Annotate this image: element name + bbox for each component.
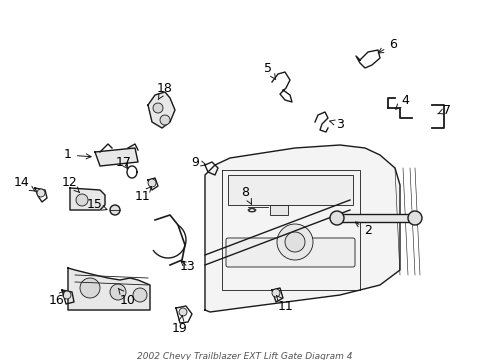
Text: 18: 18	[157, 81, 173, 100]
Text: 2002 Chevy Trailblazer EXT Lift Gate Diagram 4: 2002 Chevy Trailblazer EXT Lift Gate Dia…	[137, 352, 351, 360]
Bar	[334, 214, 416, 222]
Circle shape	[329, 211, 343, 225]
Circle shape	[133, 288, 147, 302]
Circle shape	[160, 115, 170, 125]
Text: 16: 16	[49, 291, 65, 306]
Text: 9: 9	[191, 156, 205, 168]
Polygon shape	[148, 92, 175, 128]
Circle shape	[285, 232, 305, 252]
Text: 8: 8	[241, 185, 251, 204]
Polygon shape	[68, 268, 150, 310]
Text: 12: 12	[62, 176, 79, 193]
Text: 7: 7	[437, 104, 450, 117]
Text: 1: 1	[64, 148, 91, 162]
Circle shape	[407, 211, 421, 225]
Circle shape	[37, 189, 45, 197]
Text: 14: 14	[14, 176, 35, 191]
Circle shape	[110, 284, 126, 300]
Circle shape	[63, 291, 71, 299]
Polygon shape	[95, 148, 138, 166]
Text: 11: 11	[135, 186, 151, 202]
Text: 13: 13	[180, 261, 196, 274]
Bar	[227, 175, 352, 205]
Circle shape	[153, 103, 163, 113]
Circle shape	[148, 179, 156, 187]
Circle shape	[76, 194, 88, 206]
Circle shape	[271, 289, 280, 297]
Text: 6: 6	[378, 37, 396, 53]
Bar	[269, 205, 287, 215]
Text: 10: 10	[118, 288, 136, 306]
Text: 5: 5	[264, 62, 275, 80]
Text: 19: 19	[172, 316, 187, 334]
Text: 17: 17	[116, 157, 132, 170]
Text: 2: 2	[355, 222, 371, 237]
Text: 11: 11	[276, 296, 293, 314]
Polygon shape	[204, 145, 399, 312]
Polygon shape	[70, 188, 105, 210]
Circle shape	[179, 308, 186, 316]
FancyBboxPatch shape	[225, 238, 354, 267]
Text: 3: 3	[329, 117, 343, 130]
Text: 4: 4	[395, 94, 408, 109]
Circle shape	[80, 278, 100, 298]
Text: 15: 15	[87, 198, 107, 211]
Circle shape	[276, 224, 312, 260]
Circle shape	[110, 205, 120, 215]
